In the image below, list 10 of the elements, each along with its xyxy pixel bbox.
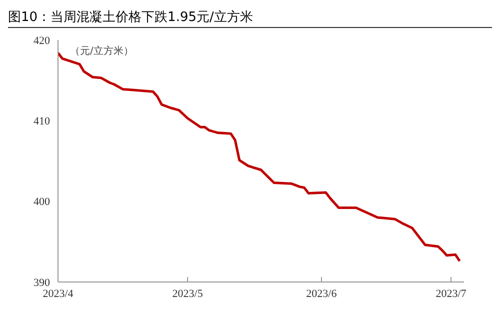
y-tick-label: 400	[34, 196, 50, 208]
y-tick-label: 420	[34, 34, 50, 47]
chart-title: 图10：当周混凝土价格下跌1.95元/立方米	[8, 9, 253, 26]
x-tick-label: 2023/7	[436, 288, 467, 300]
y-axis-title: （元/立方米）	[70, 44, 134, 58]
y-tick-label: 390	[34, 276, 50, 289]
y-tick-label: 410	[34, 116, 50, 128]
x-tick-label: 2023/6	[306, 288, 338, 300]
x-tick-label: 2023/5	[172, 288, 204, 300]
x-tick-label: 2023/4	[42, 288, 74, 300]
